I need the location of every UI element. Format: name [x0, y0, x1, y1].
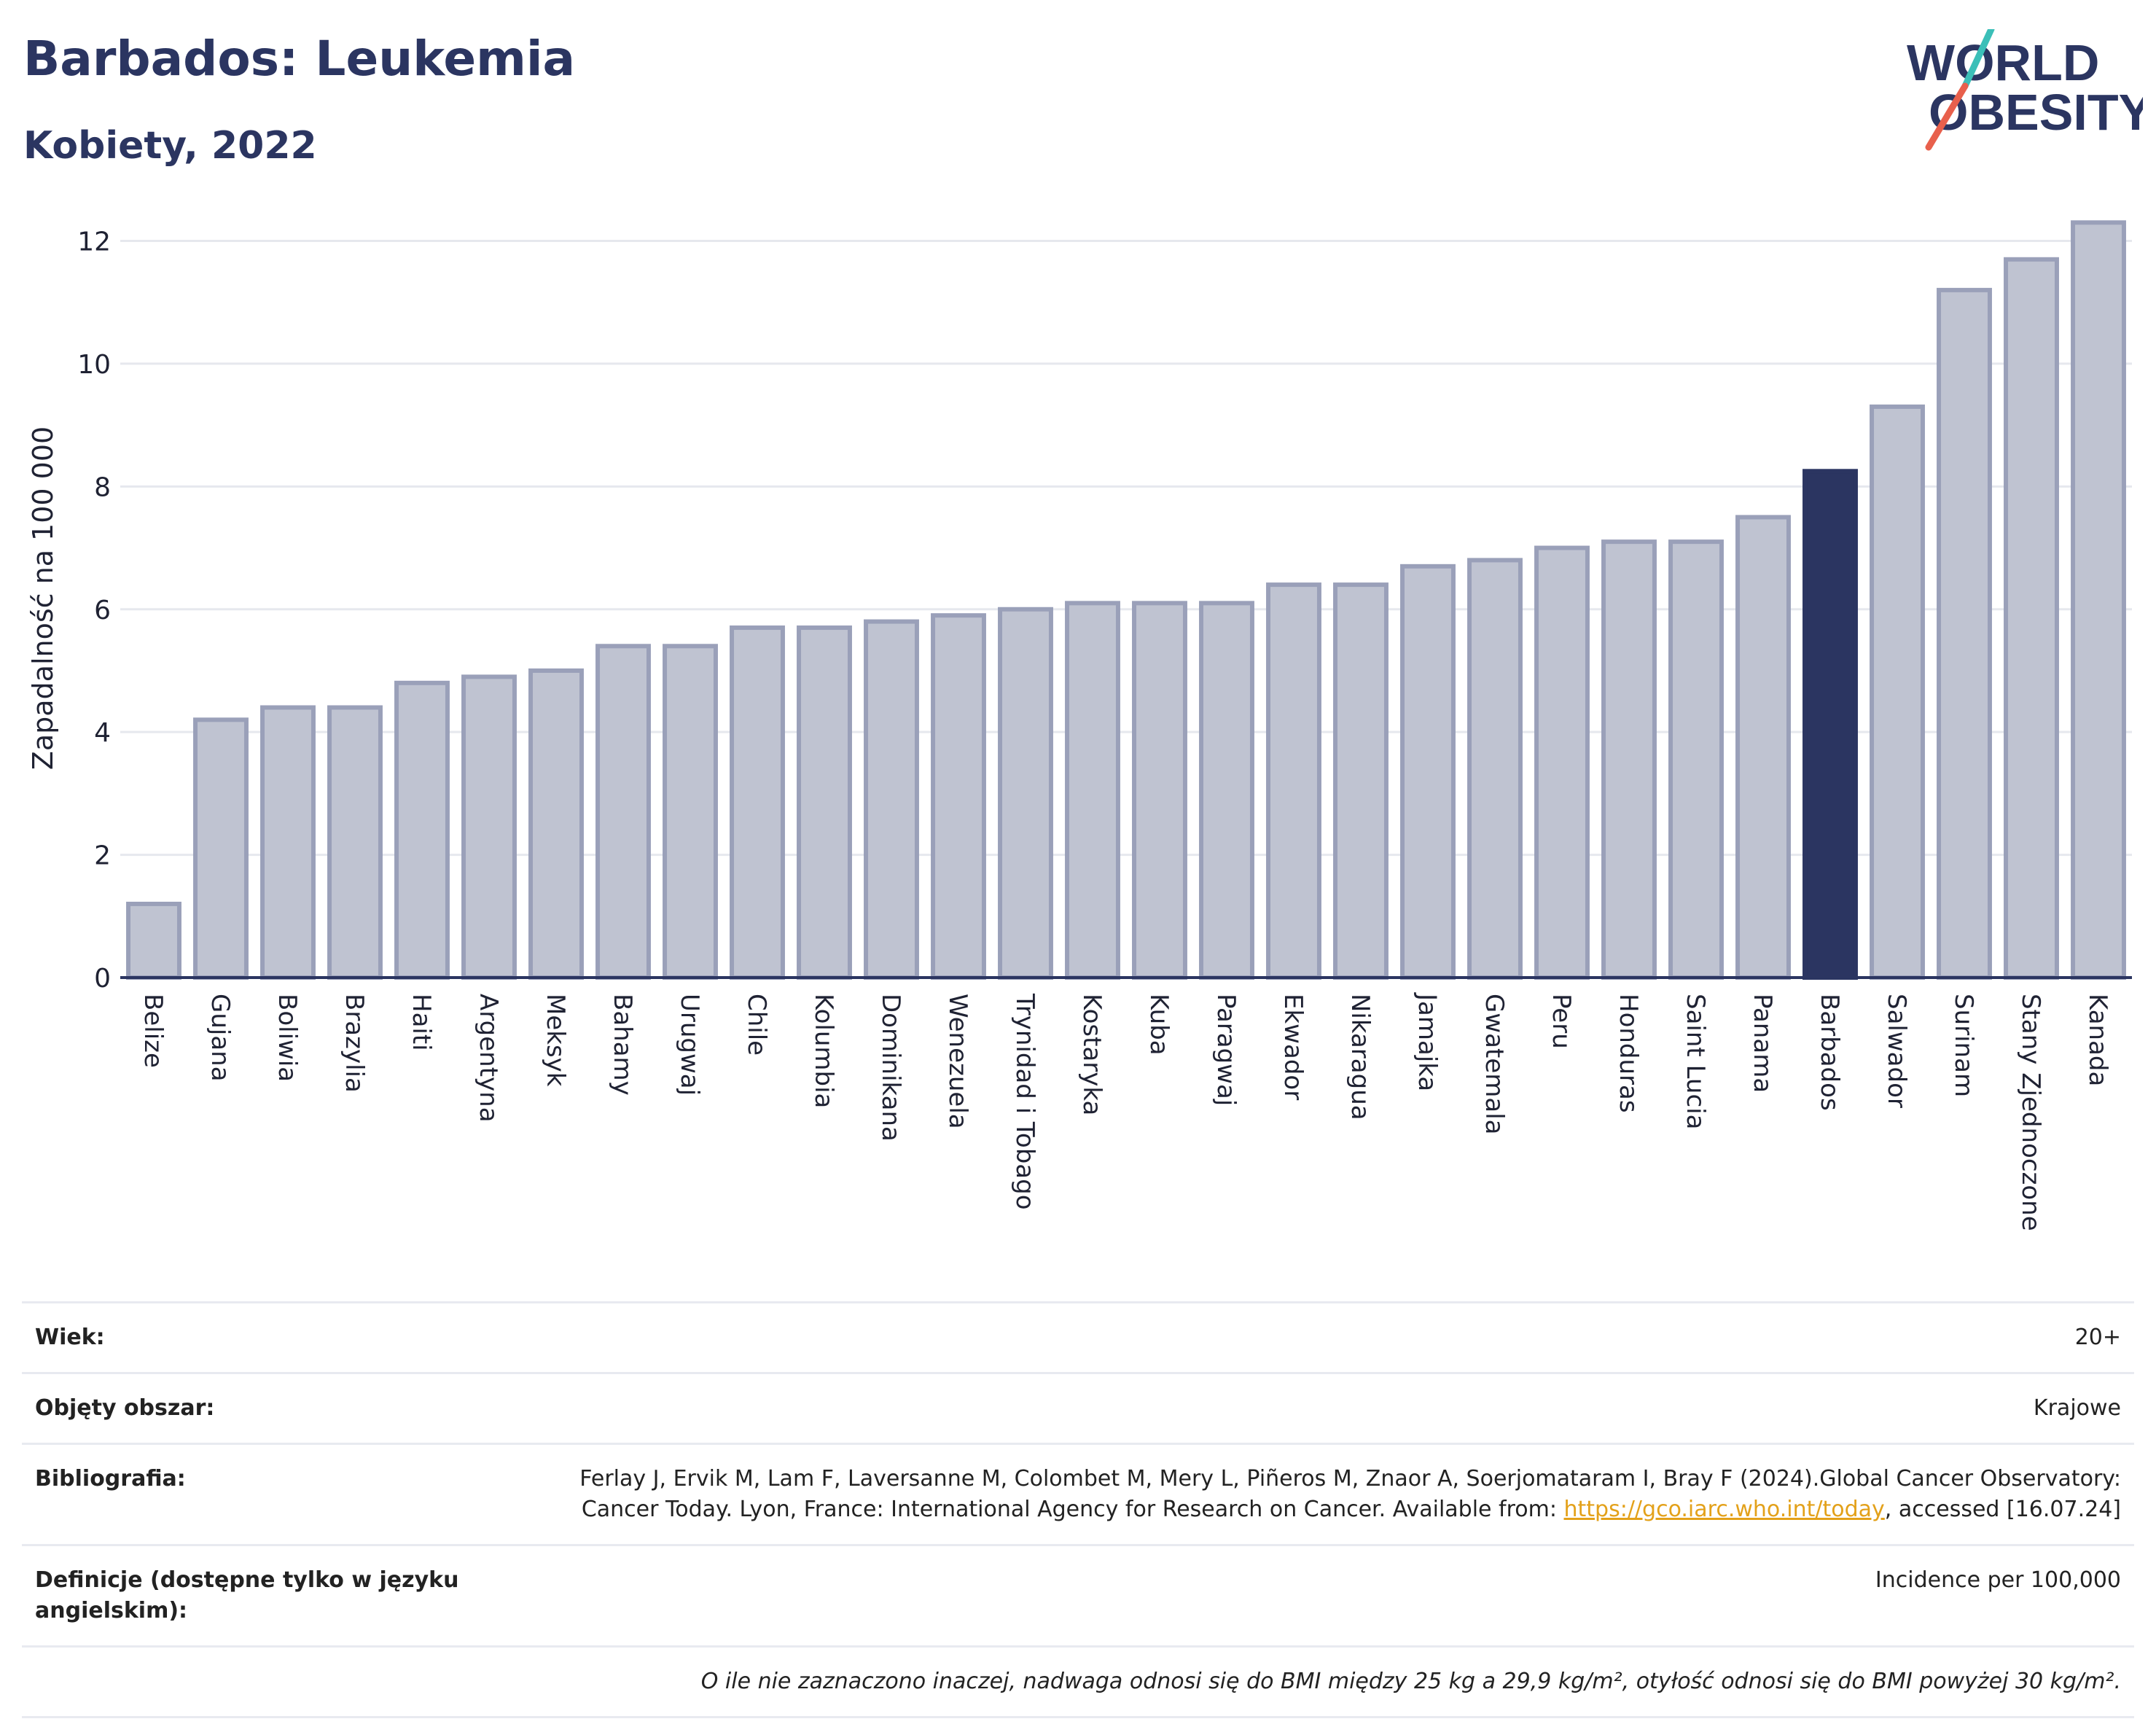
chart-subtitle: Kobiety, 2022	[23, 124, 317, 168]
y-tick-label: 8	[94, 472, 111, 502]
bar-honduras	[1601, 539, 1657, 980]
bar-bahamy	[595, 644, 651, 980]
bar-boliwia	[260, 705, 316, 980]
bar-saint-lucia	[1668, 539, 1724, 980]
meta-row-bibliography: Bibliografia: Ferlay J, Ervik M, Lam F, …	[22, 1443, 2134, 1545]
bar-urugwaj	[663, 644, 718, 980]
y-tick-label: 4	[94, 718, 111, 748]
x-tick-label: Kolumbia	[809, 994, 838, 1108]
y-tick-label: 12	[77, 227, 111, 257]
bar-salwador	[1870, 404, 1925, 980]
biblio-link[interactable]: https://gco.iarc.who.int/today	[1563, 1497, 1885, 1522]
x-tick-label: Urugwaj	[675, 994, 704, 1096]
bar-panama	[1735, 515, 1791, 980]
x-tick-label: Barbados	[1815, 994, 1844, 1111]
y-tick-label: 6	[94, 596, 111, 625]
y-axis-label: Zapadalność na 100 000	[27, 426, 59, 770]
bar-gujana	[193, 717, 249, 980]
bar-haiti	[394, 680, 450, 980]
bar-kostaryka	[1065, 601, 1120, 980]
x-tick-label: Stany Zjednoczone	[2016, 994, 2045, 1231]
meta-coverage-value: Krajowe	[485, 1372, 2134, 1444]
meta-definitions-value: Incidence per 100,000	[485, 1544, 2134, 1647]
bar-barbados	[1802, 469, 1858, 980]
x-tick-label: Panama	[1748, 994, 1777, 1093]
x-tick-label: Kanada	[2083, 994, 2112, 1086]
y-tick-label: 10	[77, 350, 111, 380]
bar-chile	[730, 625, 785, 980]
bar-belize	[126, 901, 181, 980]
x-tick-label: Kuba	[1144, 994, 1173, 1056]
x-tick-label: Kostaryka	[1077, 994, 1106, 1115]
bar-brazylia	[327, 705, 383, 980]
x-tick-label: Ekwador	[1278, 994, 1308, 1100]
x-tick-label: Trynidad i Tobago	[1010, 993, 1039, 1210]
bar-surinam	[1937, 287, 1992, 980]
bar-nikaragua	[1333, 582, 1388, 980]
logo-line1: WORLD	[1907, 34, 2099, 91]
x-tick-labels: Belize Gujana Boliwia Brazylia Haiti Argentyn…	[138, 992, 2112, 1231]
bar-stany-zjednoczone	[2004, 257, 2059, 980]
x-tick-label: Belize	[138, 994, 168, 1068]
meta-age-value: 20+	[485, 1301, 2134, 1373]
meta-row-coverage: Objęty obszar: Krajowe	[22, 1372, 2134, 1444]
x-tick-label: Chile	[742, 994, 771, 1056]
meta-note-spacer	[22, 1645, 485, 1718]
x-tick-label: Meksyk	[541, 994, 570, 1087]
bar-wenezuela	[931, 613, 986, 980]
bar-kolumbia	[797, 625, 852, 980]
y-tick-label: 2	[94, 841, 111, 871]
meta-row-note: O ile nie zaznaczono inaczej, nadwaga od…	[22, 1645, 2134, 1718]
bar-trynidad-i-tobago	[998, 607, 1053, 980]
x-tick-label: Peru	[1547, 994, 1576, 1049]
metadata-table: Wiek: 20+ Objęty obszar: Krajowe Bibliog…	[22, 1301, 2134, 1718]
meta-definitions-label: Definicje (dostępne tylko w języku angie…	[22, 1544, 485, 1647]
x-tick-label: Gujana	[206, 994, 235, 1082]
x-tick-label: Honduras	[1614, 994, 1643, 1113]
chart-title: Barbados: Leukemia	[23, 31, 576, 87]
bar-argentyna	[461, 674, 517, 980]
y-tick-labels: 0 2 4 6 8 10 12	[77, 227, 111, 994]
bar-paragwaj	[1199, 601, 1254, 980]
meta-note: O ile nie zaznaczono inaczej, nadwaga od…	[485, 1645, 2134, 1718]
bars	[120, 220, 2132, 980]
bar-chart: 0 2 4 6 8 10 12 Belize Gujana Boliwia Brazylia Hai…	[27, 220, 2132, 1231]
meta-age-label: Wiek:	[22, 1301, 485, 1373]
biblio-accessed: , accessed [16.07.24]	[1884, 1497, 2121, 1522]
world-obesity-logo: WORLD OBESITY	[1907, 29, 2143, 151]
x-tick-label: Nikaragua	[1345, 994, 1375, 1120]
x-tick-label: Surinam	[1949, 994, 1978, 1097]
x-tick-label: Boliwia	[273, 994, 302, 1082]
x-tick-label: Dominikana	[876, 994, 905, 1142]
x-tick-label: Gwatemala	[1480, 994, 1509, 1134]
x-tick-label: Salwador	[1882, 994, 1911, 1108]
x-tick-label: Haiti	[407, 994, 436, 1051]
bar-gwatemala	[1467, 558, 1523, 980]
meta-biblio-label: Bibliografia:	[22, 1443, 485, 1545]
bar-ekwador	[1266, 582, 1321, 980]
x-tick-label: Saint Lucia	[1681, 994, 1710, 1129]
y-tick-label: 0	[94, 964, 111, 994]
x-tick-label: Bahamy	[608, 994, 637, 1096]
bar-kanada	[2071, 220, 2126, 980]
logo-slash-red	[1925, 82, 1969, 151]
bar-jamajka	[1400, 564, 1456, 980]
x-tick-label: Brazylia	[340, 994, 369, 1093]
x-tick-label: Paragwaj	[1211, 994, 1241, 1106]
meta-row-definitions: Definicje (dostępne tylko w języku angie…	[22, 1544, 2134, 1647]
x-tick-label: Jamajka	[1413, 992, 1442, 1091]
meta-biblio-value: Ferlay J, Ervik M, Lam F, Laversanne M, …	[485, 1443, 2134, 1545]
x-tick-label: Wenezuela	[943, 994, 972, 1129]
bar-peru	[1534, 545, 1590, 980]
bar-kuba	[1132, 601, 1187, 980]
x-tick-label: Argentyna	[474, 994, 503, 1123]
bar-dominikana	[864, 619, 919, 980]
biblio-text: Ferlay J, Ervik M, Lam F, Laversanne M, …	[579, 1466, 2121, 1522]
bar-meksyk	[528, 668, 584, 980]
meta-coverage-label: Objęty obszar:	[22, 1372, 485, 1444]
meta-row-age: Wiek: 20+	[22, 1301, 2134, 1373]
logo-slash-teal	[1961, 29, 1995, 90]
